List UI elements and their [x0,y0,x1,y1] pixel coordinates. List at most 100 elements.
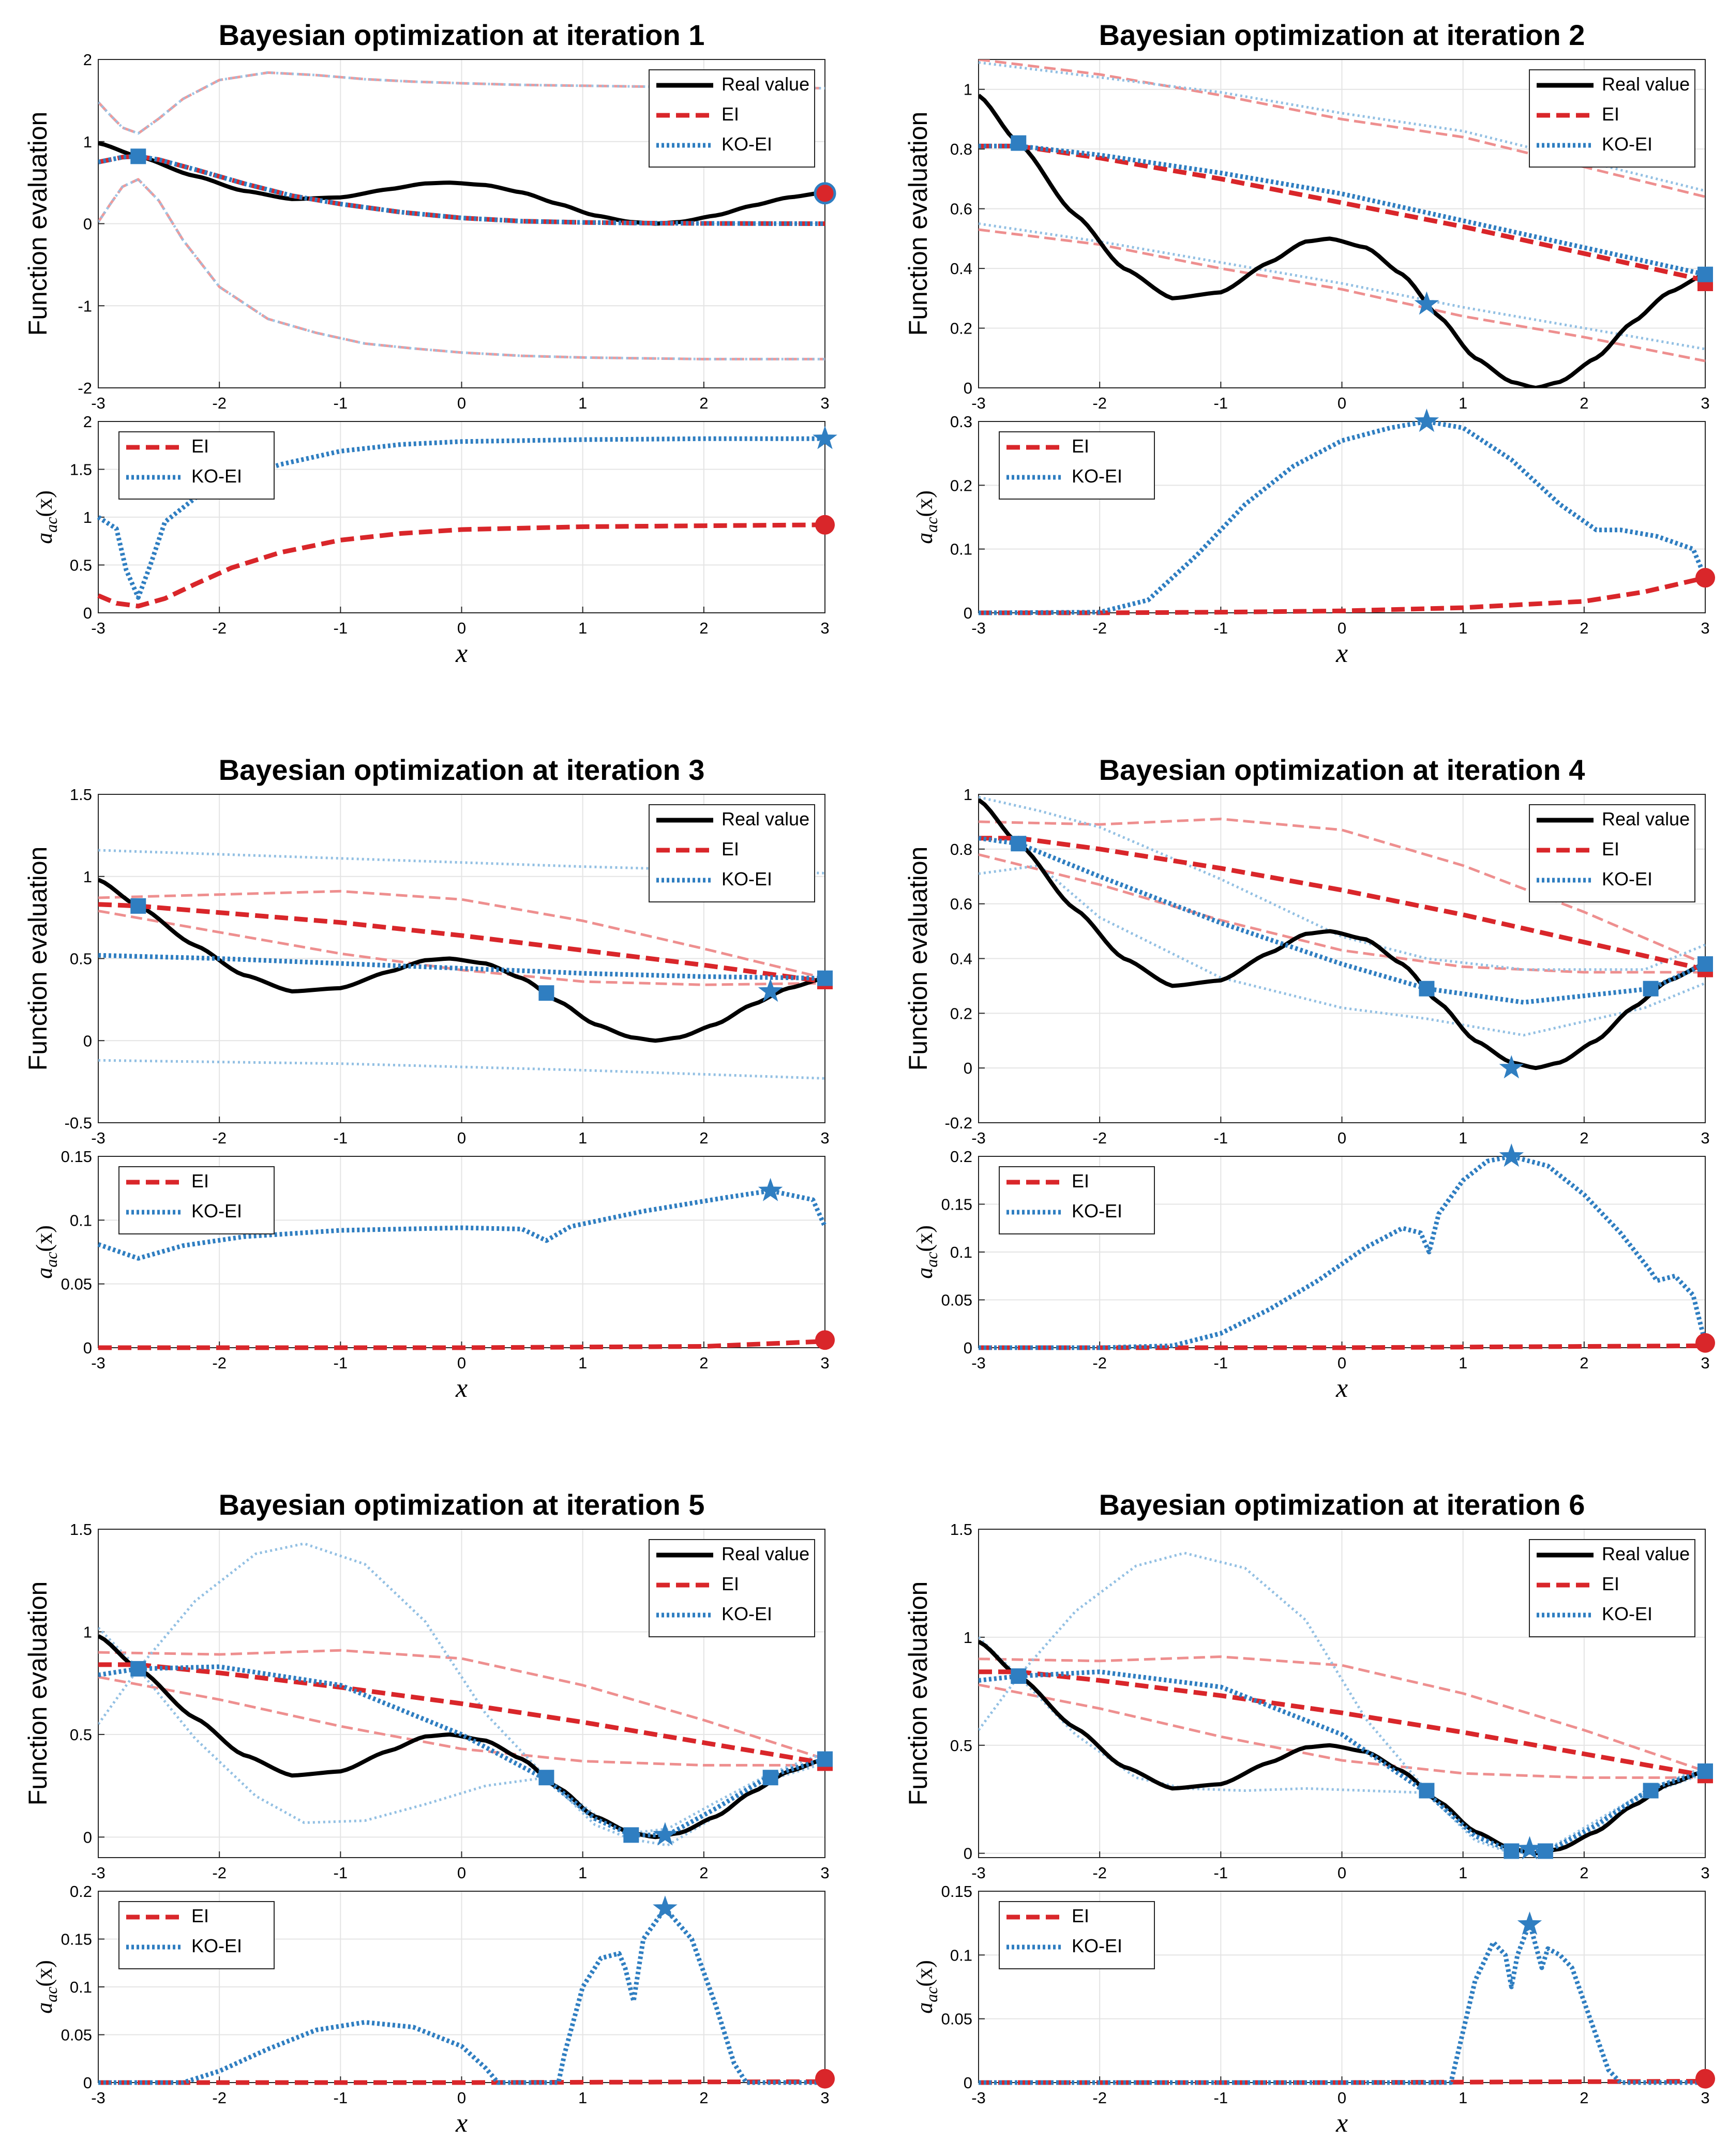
panel-4-fe-y-tick-label: 1 [964,786,972,804]
panel-5-koei-observation [130,1661,146,1677]
panel-2-fe-y-tick-label: 0.4 [950,260,972,278]
panel-2-ac-ylabel: aac(x) [912,490,941,544]
panel-6-fe-x-tick-label: 1 [1459,1864,1467,1882]
panel-3-koei-mean-line [98,953,825,981]
panel-3-fe-legend-label-real: Real value [722,808,809,830]
panel-4-ac-x-tick-label: 2 [1580,1354,1588,1372]
panel-3-ac-y-tick-label: 0.15 [61,1148,92,1166]
panel-3-koei-lower-line [98,1059,825,1080]
panel-1-fe-y-tick-label: 2 [83,51,92,69]
panel-3-koei-next-star [758,978,783,1002]
panel-1-ac-x-tick-label: 3 [820,619,829,637]
panel-5-koei-observation [817,1751,833,1767]
panel-1-ac-y-tick-label: 1 [83,508,92,526]
panel-1-ac-x-tick-label: -3 [91,619,106,637]
panel-3-ac-x-tick-label: 0 [457,1354,466,1372]
panel-1-ac-y-tick-label: 0 [83,604,92,622]
panel-5-ac-x-tick-label: -3 [91,2089,106,2107]
panel-5-ac-x-tick-label: 1 [578,2089,587,2107]
panel-5-koei-observation [762,1770,778,1786]
panel-5-fe-x-tick-label: -1 [334,1864,348,1882]
panel-1-fe-legend-label-koei: KO-EI [722,133,772,155]
panel-3-ac-ylabel: aac(x) [32,1225,61,1279]
panel-1-ei-observation [815,183,835,203]
panel-6-fe-y-tick-label: 0 [964,1845,972,1863]
panel-3-ac-legend-box [118,1166,275,1234]
panel-5-ac-ei-line [98,2079,825,2085]
panel-1-real-value-line [98,141,825,226]
panel-4-koei-upper-line [979,795,1705,971]
panel-1-ac-legend-label-ei: EI [191,435,209,457]
panel-5-koei-observation [538,1770,554,1786]
panel-5-fe-y-tick-label: 1 [83,1623,92,1641]
panel-1-title: Bayesian optimization at iteration 1 [219,19,705,51]
panel-2-ac-legend-label-koei: KO-EI [1072,465,1122,487]
panel-2-ac-y-tick-label: 0.1 [950,540,972,559]
panel-1-fe-y-tick-label: 0 [83,215,92,233]
panel-4-ac-koei-next-star [1499,1143,1524,1167]
panel-5-ac-x-tick-label: 2 [699,2089,708,2107]
panel-3-fe-x-tick-label: 0 [457,1129,466,1147]
panel-1-fe-ylabel: Function evaluation [23,112,52,336]
panel-1-ac-y-tick-label: 1.5 [70,461,92,479]
panel-2-ac-koei-line [978,419,1708,615]
panel-5-koei-mean-line [98,1664,825,1837]
panel-2-ac-koei-next-star [1414,409,1439,432]
panel-3-koei-observation [538,985,554,1001]
panel-1-fe-legend-label-real: Real value [722,73,809,95]
ylabel-sub: ac [42,1252,61,1268]
panel-3-ac-ei-line [98,1339,825,1350]
panel-2-fe-x-tick-label: 0 [1338,394,1346,412]
panel-2-ac-x-tick-label: 0 [1338,619,1346,637]
ylabel-rest: (x) [32,1960,57,1986]
panel-3-fe-y-tick-label: 0.5 [70,950,92,968]
panel-5-ac-y-tick-label: 0 [83,2074,92,2092]
panel-3-ac-legend-label-koei: KO-EI [191,1200,242,1222]
panel-1-fe-y-tick-label: -1 [78,297,92,315]
ylabel-sub: ac [922,517,941,533]
panel-4-fe-y-tick-label: 0.4 [950,950,972,968]
panel-5-ac-x-tick-label: -2 [212,2089,227,2107]
panel-5-ei-upper-line [98,1649,825,1760]
panel-1-fe-y-tick-label: -2 [78,379,92,397]
panel-3-ac-ei-next-point [815,1330,835,1350]
panel-2-title: Bayesian optimization at iteration 2 [1099,19,1585,51]
ylabel-rest: (x) [912,1960,937,1986]
panel-3-fe-y-tick-label: 1 [83,868,92,886]
panel-3-fe-legend-label-koei: KO-EI [722,868,772,889]
panel-5-ac-legend-label-koei: KO-EI [191,1935,242,1956]
panel-4-ac-x-tick-label: 0 [1338,1354,1346,1372]
panel-2-fe-y-tick-label: 0 [964,379,972,397]
panel-6-ac-y-tick-label: 0.05 [941,2010,972,2028]
panel-4-fe-y-tick-label: 0.2 [950,1004,972,1022]
panel-6: Bayesian optimization at iteration 6 -3 -2… [904,1488,1715,2138]
panel-5-fe-y-tick-label: 0 [83,1828,92,1846]
panel-5-ac-legend-box [118,1901,275,1969]
ylabel-sub: ac [922,1987,941,2002]
panel-4-fe-x-tick-label: 1 [1459,1129,1467,1147]
panel-2-fe-x-tick-label: -1 [1214,394,1228,412]
panel-2-ac-legend-label-ei: EI [1072,435,1089,457]
panel-1-ac-y-tick-label: 0.5 [70,556,92,575]
panel-1-ac-legend-box [118,431,275,500]
panel-4-ac-ei-next-point [1695,1333,1715,1353]
panel-6-fe-legend-label-ei: EI [1602,1573,1619,1594]
panel-1-fe-x-tick-label: -3 [91,394,106,412]
panel-5-fe-series [98,1542,825,1847]
panel-6-ac-x-tick-label: -1 [1214,2089,1228,2107]
panel-4-xlabel: x [1335,1374,1348,1403]
panel-3-ac-x-tick-label: 1 [578,1354,587,1372]
panel-1-fe-y-tick-label: 1 [83,133,92,151]
panel-1-koei-mean-line [98,154,825,226]
panel-2-ac-ei-next-point [1695,568,1715,588]
panel-6-ac-y-tick-label: 0 [964,2074,972,2092]
panel-6-ac-ei-next-point [1695,2069,1715,2089]
panel-3-fe-y-tick-label: 1.5 [70,786,92,804]
panel-6-fe-x-tick-label: 2 [1580,1864,1588,1882]
panel-2-fe-x-tick-label: -2 [1092,394,1107,412]
panel-6-ac-y-tick-label: 0.15 [941,1882,972,1901]
panel-2-ac-ei-line [979,575,1706,615]
panel-4-fe-legend-label-koei: KO-EI [1602,868,1652,889]
panel-3-ac-y-tick-label: 0.05 [61,1275,92,1293]
panel-5-fe-x-tick-label: 0 [457,1864,466,1882]
